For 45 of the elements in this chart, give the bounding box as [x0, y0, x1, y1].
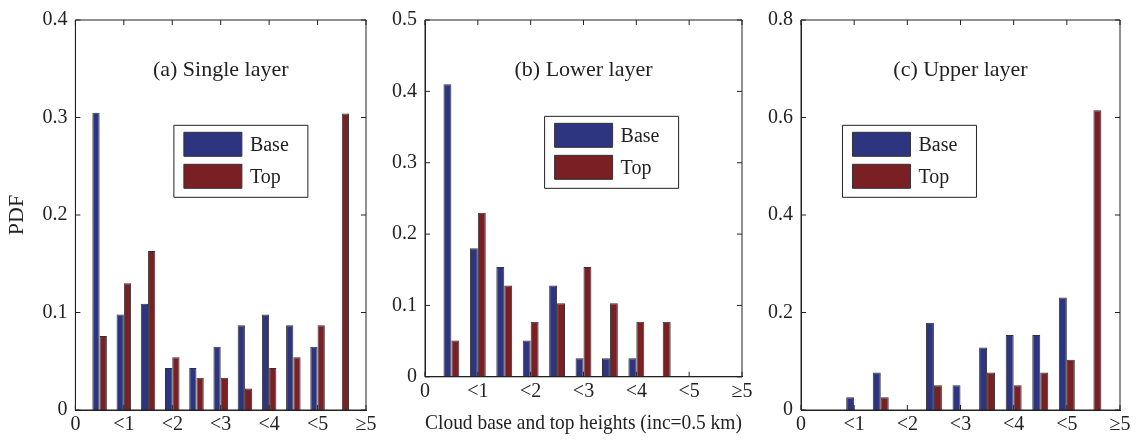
legend-label: Base [249, 132, 289, 155]
x-tick-label: <1 [113, 412, 135, 435]
y-tick-label: 0.3 [42, 104, 68, 127]
y-tick-label: 0.3 [392, 149, 417, 172]
y-tick-label: 0 [783, 397, 793, 420]
x-tick-label: ≥5 [1109, 412, 1131, 435]
y-tick-label: 0 [407, 364, 417, 387]
y-tick-label: 0.4 [392, 78, 417, 101]
y-tick-label: 0.6 [768, 104, 793, 127]
x-tick-label: <2 [896, 412, 918, 435]
x-tick-label: <1 [843, 412, 865, 435]
x-tick-label: <2 [161, 412, 183, 435]
y-tick-label: 0.4 [768, 202, 793, 225]
x-tick-label: <5 [678, 379, 700, 402]
x-tick-label: <3 [572, 379, 595, 402]
x-tick-label: <4 [258, 412, 280, 435]
x-tick-label: <4 [625, 379, 647, 402]
x-tick-label: ≥5 [355, 412, 377, 435]
y-tick-label: 0.2 [768, 299, 793, 322]
legend-label: Base [918, 132, 958, 155]
annotation: (c) Upper layer [893, 55, 1029, 81]
y-tick-label: 0.4 [42, 7, 68, 30]
annotation: (a) Single layer [152, 55, 290, 81]
legend-label: Top [918, 164, 950, 188]
y-tick-label: 0.1 [392, 292, 417, 315]
legend-label: Top [249, 164, 281, 188]
x-tick-label: ≥5 [731, 379, 753, 402]
y-tick-label: 0.8 [768, 7, 793, 30]
y-axis-title: PDF [2, 194, 28, 236]
x-axis-title: Cloud base and top heights (inc=0.5 km) [425, 410, 742, 435]
x-tick-label: <4 [1003, 412, 1025, 435]
legend-label: Base [620, 123, 660, 146]
x-tick-label: <3 [210, 412, 232, 435]
annotation: (b) Lower layer [514, 55, 654, 81]
x-tick-label: <5 [1056, 412, 1078, 435]
x-tick-label: <1 [467, 379, 489, 402]
x-tick-label: <5 [306, 412, 329, 435]
y-tick-label: 0 [57, 397, 68, 420]
x-tick-label: <2 [520, 379, 542, 402]
x-tick-label: <3 [949, 412, 972, 435]
y-tick-label: 0.2 [392, 221, 417, 244]
y-tick-label: 0.1 [42, 299, 68, 322]
y-tick-label: 0.5 [392, 7, 417, 30]
y-tick-label: 0.2 [42, 202, 68, 225]
legend-label: Top [620, 155, 652, 179]
